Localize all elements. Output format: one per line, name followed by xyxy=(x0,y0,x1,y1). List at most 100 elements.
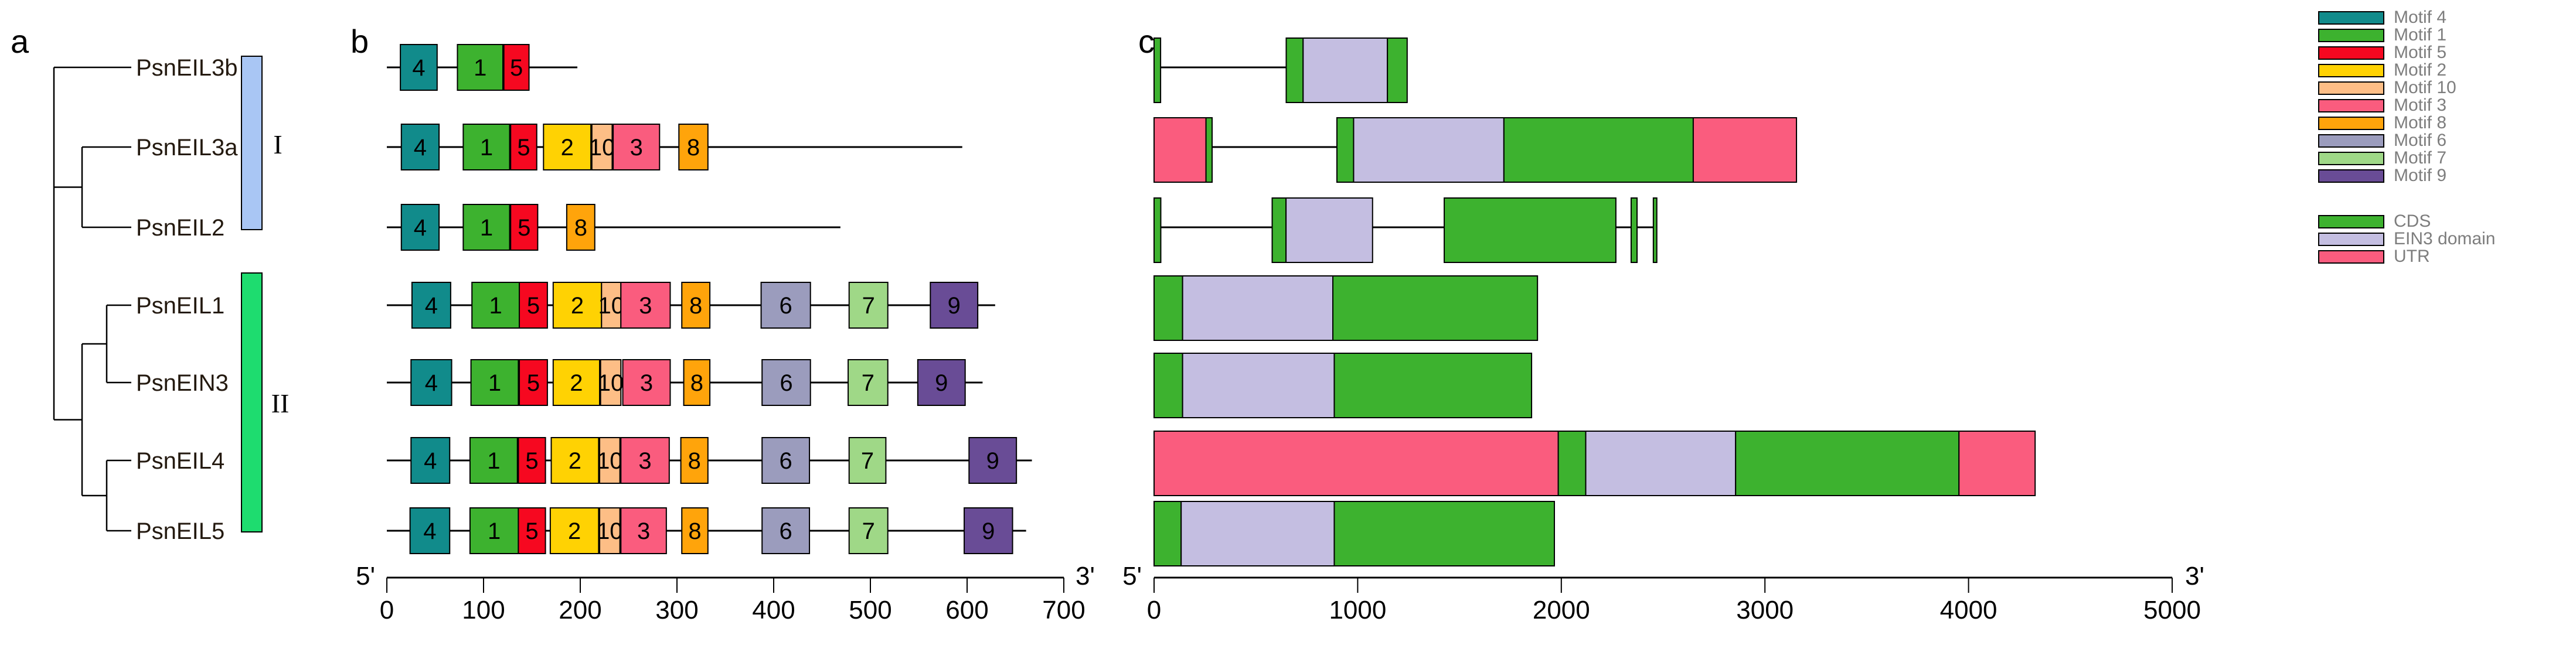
motif-number: 5 xyxy=(527,293,540,319)
motif-box-3 xyxy=(612,124,661,170)
panel-letter-b: b xyxy=(351,23,369,60)
motif-box-4 xyxy=(410,437,451,484)
motif-number: 4 xyxy=(423,518,436,544)
ein3-segment xyxy=(1285,197,1373,263)
axis-tick-label: 1000 xyxy=(1329,596,1386,624)
motif-box-5 xyxy=(518,507,546,554)
motif-box-5 xyxy=(518,437,546,484)
motif-number: 6 xyxy=(780,293,792,319)
group-roman-label: II xyxy=(271,388,290,418)
motif-box-5 xyxy=(503,44,530,91)
cds-segment xyxy=(1153,37,1162,103)
ein3-segment xyxy=(1585,431,1737,496)
motif-number: 4 xyxy=(425,370,438,396)
axis-tick-label: 200 xyxy=(559,596,601,624)
motif-number: 4 xyxy=(424,448,437,474)
cds-segment xyxy=(1271,197,1287,263)
cds-segment xyxy=(1332,275,1539,341)
tree-leaf-label: PsnEIL2 xyxy=(136,215,224,241)
motif-number: 8 xyxy=(690,370,703,396)
motif-box-3 xyxy=(620,437,670,484)
motif-number: 2 xyxy=(571,293,584,319)
axis-tick-label: 0 xyxy=(1147,596,1161,624)
motif-number: 10 xyxy=(589,135,615,161)
motif-box-4 xyxy=(400,124,440,170)
motif-number: 3 xyxy=(639,293,652,319)
gene-row-PsnEIL2 xyxy=(1153,197,1658,263)
motif-number: 2 xyxy=(570,370,583,396)
axis-tick-label: 300 xyxy=(655,596,698,624)
motif-box-6 xyxy=(760,282,811,329)
motif-box-2 xyxy=(552,359,600,406)
cds-segment xyxy=(1336,117,1355,183)
motif-number: 7 xyxy=(862,370,874,396)
cds-segment xyxy=(1444,197,1617,263)
motif-box-2 xyxy=(550,437,600,484)
motif-box-1 xyxy=(462,204,511,251)
motif-box-8 xyxy=(678,124,709,170)
tree-leaf-label: PsnEIL5 xyxy=(136,518,224,544)
gene-row-PsnEIL3b xyxy=(1153,37,1408,103)
motif-number: 2 xyxy=(561,135,574,161)
cds-segment xyxy=(1735,431,1960,496)
motif-box-10 xyxy=(591,124,613,170)
tree-leaf-label: PsnEIL1 xyxy=(136,293,224,319)
motif-box-7 xyxy=(848,359,889,406)
motif-box-1 xyxy=(469,437,518,484)
motif-number: 8 xyxy=(688,448,701,474)
cds-segment xyxy=(1557,431,1587,496)
motif-box-8 xyxy=(680,437,709,484)
panel-letter-a: a xyxy=(11,23,29,60)
group-roman-label: I xyxy=(273,129,282,159)
motif-number: 10 xyxy=(598,293,625,319)
axis-tick-label: 500 xyxy=(849,596,891,624)
axis-tick-label: 4000 xyxy=(1940,596,1997,624)
motif-number: 3 xyxy=(638,448,651,474)
motif-box-5 xyxy=(519,282,548,329)
motif-number: 1 xyxy=(474,55,486,81)
motif-box-4 xyxy=(409,507,451,554)
motif-number: 6 xyxy=(780,370,792,396)
motif-number: 5 xyxy=(517,135,530,161)
group-bar-II xyxy=(241,272,263,532)
tree-leaf-label: PsnEIL3a xyxy=(136,135,238,161)
cds-segment xyxy=(1503,117,1694,183)
motif-number: 8 xyxy=(688,518,701,544)
motif-box-2 xyxy=(552,282,603,329)
motif-number: 10 xyxy=(597,518,623,544)
five-prime-label: 5' xyxy=(356,562,375,590)
gene-row-PsnEIL3a xyxy=(1153,117,1798,183)
motif-box-1 xyxy=(457,44,504,91)
ein3-segment xyxy=(1353,117,1505,183)
motif-number: 4 xyxy=(414,135,427,161)
motif-number: 5 xyxy=(527,370,540,396)
motif-number: 1 xyxy=(489,293,502,319)
phylo-tree: PsnEIL3b PsnEIL3a PsnEIL2 PsnEIL1 PsnEIN3 Psn… xyxy=(53,55,290,544)
motif-box-5 xyxy=(510,124,537,170)
axis-tick-label: 0 xyxy=(380,596,394,624)
motif-number: 7 xyxy=(862,518,875,544)
cds-segment xyxy=(1333,501,1555,566)
three-prime-label: 3' xyxy=(1076,562,1095,590)
motif-row-PsnEIL4: 4 1 5 2 10 3 8 6 7 9 xyxy=(387,437,1032,484)
panel-letter-c: c xyxy=(1138,23,1155,60)
cds-segment xyxy=(1285,37,1304,103)
motif-box-5 xyxy=(519,359,548,406)
gene-row-PsnEIL1 xyxy=(1153,275,1539,341)
motif-number: 5 xyxy=(525,518,538,544)
motif-number: 5 xyxy=(525,448,538,474)
motif-number: 7 xyxy=(861,448,874,474)
group-bar-I xyxy=(241,56,263,230)
motif-number: 3 xyxy=(630,135,643,161)
motif-box-10 xyxy=(600,359,622,406)
motif-row-PsnEIN3: 4 1 5 2 10 3 8 6 7 9 xyxy=(387,359,983,406)
motif-row-PsnEIL3a: 4 1 5 2 10 3 8 xyxy=(387,124,962,170)
motif-box-6 xyxy=(761,359,811,406)
motif-number: 4 xyxy=(412,55,425,81)
axis-tick-label: 100 xyxy=(462,596,505,624)
motif-number: 3 xyxy=(637,518,650,544)
motif-box-4 xyxy=(400,44,438,91)
tree-leaf-label: PsnEIL3b xyxy=(136,55,237,81)
motif-box-10 xyxy=(599,437,621,484)
